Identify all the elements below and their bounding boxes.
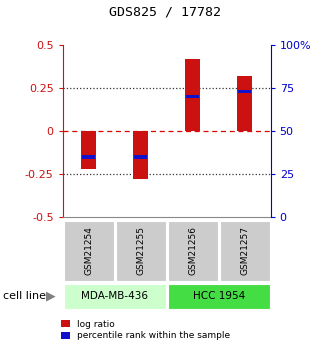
Text: MDA-MB-436: MDA-MB-436: [81, 292, 148, 301]
Text: GSM21257: GSM21257: [240, 226, 249, 276]
Legend: log ratio, percentile rank within the sample: log ratio, percentile rank within the sa…: [61, 320, 230, 341]
Bar: [185, 59, 200, 131]
Bar: [237, 76, 252, 131]
Bar: [82, 156, 95, 159]
Text: HCC 1954: HCC 1954: [192, 292, 245, 301]
Text: GDS825 / 17782: GDS825 / 17782: [109, 5, 221, 18]
Text: GSM21254: GSM21254: [84, 227, 93, 275]
Text: ▶: ▶: [46, 290, 56, 303]
Text: GSM21255: GSM21255: [136, 226, 145, 276]
Bar: [238, 90, 251, 93]
Text: cell line: cell line: [3, 292, 46, 301]
Bar: [82, 131, 96, 169]
Bar: [186, 95, 199, 98]
Bar: [133, 131, 148, 179]
Bar: [134, 156, 147, 159]
Text: GSM21256: GSM21256: [188, 226, 197, 276]
